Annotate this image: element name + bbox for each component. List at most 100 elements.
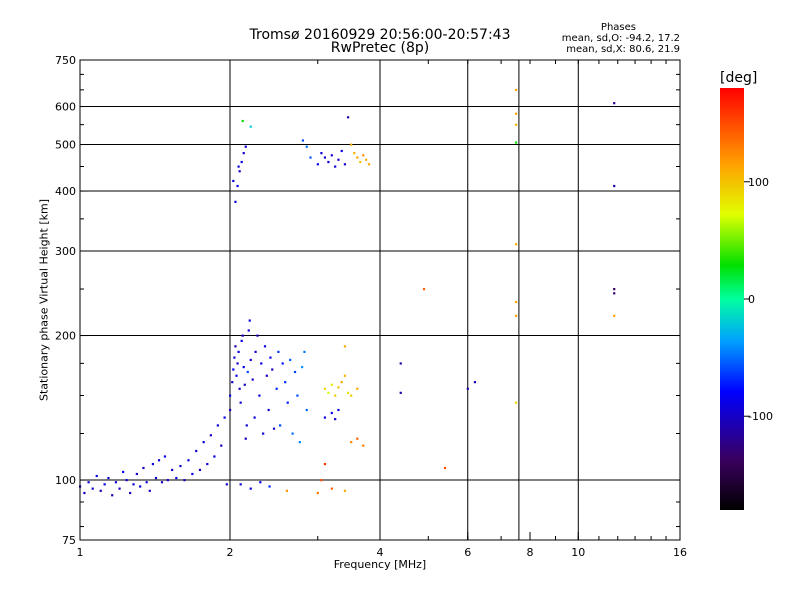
data-point xyxy=(327,160,330,164)
data-point xyxy=(260,362,263,365)
data-point xyxy=(249,487,252,490)
data-point xyxy=(256,334,259,337)
data-point xyxy=(125,479,128,482)
data-point xyxy=(443,466,447,470)
data-point xyxy=(262,432,265,435)
data-point xyxy=(515,141,518,144)
data-point xyxy=(515,123,518,126)
data-point xyxy=(195,449,198,453)
data-point xyxy=(240,160,243,164)
data-point xyxy=(272,427,276,430)
data-point xyxy=(330,383,333,386)
data-point xyxy=(346,116,350,119)
axis-ticks: 1 2 4 6 8 10 16 75 100 200 300 400 500 600 750 xyxy=(55,54,687,559)
data-point xyxy=(362,154,365,157)
phase-stat-x: mean, sd,X: 80.6, 21.9 xyxy=(566,44,680,55)
data-point xyxy=(327,391,330,394)
data-point xyxy=(350,394,353,397)
colorbar-title: [deg] xyxy=(720,70,758,86)
data-point xyxy=(267,408,270,412)
data-point xyxy=(473,381,477,384)
phase-stats-title: Phases xyxy=(600,22,636,33)
data-point xyxy=(286,401,289,404)
data-point xyxy=(350,143,353,146)
data-point xyxy=(142,466,145,470)
data-point xyxy=(422,288,426,291)
data-point xyxy=(249,358,252,362)
chart-title: Tromsø 20160929 20:56:00-20:57:43 xyxy=(249,27,511,43)
data-point xyxy=(399,391,402,394)
data-point xyxy=(343,345,347,348)
data-point xyxy=(242,152,245,155)
data-point xyxy=(216,424,219,427)
data-point xyxy=(323,462,327,466)
data-point xyxy=(346,391,350,394)
data-point xyxy=(145,481,148,484)
data-points xyxy=(79,88,616,497)
data-point xyxy=(114,481,118,484)
data-point xyxy=(95,474,98,478)
data-point xyxy=(239,483,242,486)
data-point xyxy=(87,481,90,484)
data-point xyxy=(323,416,327,419)
data-point xyxy=(220,444,223,447)
data-point xyxy=(362,444,365,447)
data-point xyxy=(515,300,518,304)
data-point xyxy=(247,329,250,332)
y-tick-label: 75 xyxy=(62,534,76,547)
data-point xyxy=(242,365,245,369)
data-point xyxy=(237,350,240,353)
chart-subtitle: RwPretec (8p) xyxy=(330,40,430,56)
data-point xyxy=(231,381,234,384)
data-point xyxy=(291,432,294,435)
data-point xyxy=(163,455,167,458)
data-point xyxy=(241,334,244,337)
data-point xyxy=(515,88,518,92)
data-point xyxy=(132,483,135,486)
data-point xyxy=(367,163,371,166)
data-point xyxy=(613,292,616,295)
data-point xyxy=(232,368,235,371)
data-point xyxy=(320,152,323,155)
data-point xyxy=(343,163,347,166)
data-point xyxy=(334,165,337,168)
data-point xyxy=(223,416,226,419)
data-point xyxy=(309,156,312,159)
data-point xyxy=(83,491,86,495)
y-tick-label: 200 xyxy=(55,330,76,343)
data-point xyxy=(187,459,190,462)
data-point xyxy=(330,487,333,490)
data-point xyxy=(353,152,356,155)
data-point xyxy=(118,487,121,490)
data-point xyxy=(237,165,240,168)
data-point xyxy=(135,472,138,476)
data-point xyxy=(293,370,297,374)
data-point xyxy=(330,154,333,157)
data-point xyxy=(296,394,299,397)
data-point xyxy=(320,479,323,482)
data-point xyxy=(191,472,194,476)
y-tick-label: 300 xyxy=(55,245,76,258)
data-point xyxy=(281,362,284,365)
data-point xyxy=(122,470,125,474)
data-point xyxy=(613,314,616,317)
data-point xyxy=(202,441,205,444)
data-point xyxy=(271,368,274,371)
data-point xyxy=(213,455,216,458)
data-point xyxy=(305,408,308,412)
data-point xyxy=(303,350,306,353)
data-point xyxy=(279,424,282,427)
data-point xyxy=(246,370,249,374)
data-point xyxy=(154,476,158,480)
data-point xyxy=(171,468,174,472)
data-point xyxy=(234,345,237,348)
data-point xyxy=(340,149,343,153)
data-point xyxy=(151,462,155,466)
data-point xyxy=(183,479,186,482)
data-point xyxy=(139,485,142,488)
data-point xyxy=(305,145,308,148)
data-point xyxy=(337,158,340,161)
data-point xyxy=(243,383,246,386)
data-point xyxy=(258,394,261,397)
